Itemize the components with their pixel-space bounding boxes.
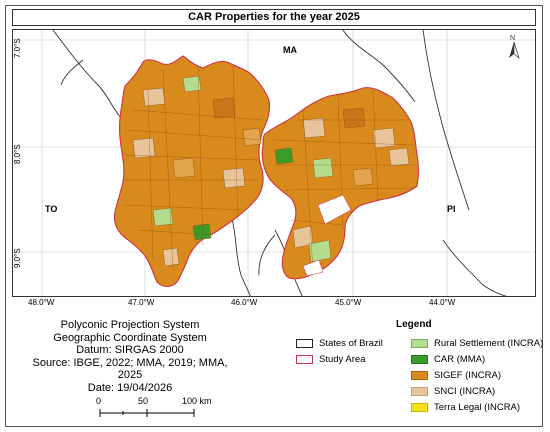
state-label-ma: MA <box>283 45 297 55</box>
legend-swatch-snci <box>411 387 428 396</box>
legend-label: Terra Legal (INCRA) <box>434 402 521 413</box>
state-label-pi: PI <box>447 204 456 214</box>
lat-label-7: 7.0°S <box>13 38 22 58</box>
legend-swatch-car <box>411 355 428 364</box>
state-label-to: TO <box>45 204 58 214</box>
legend-swatch-states <box>296 339 313 348</box>
north-arrow-icon <box>509 41 520 59</box>
lat-label-9: 9.0°S <box>13 248 22 268</box>
coordinate-system-text: Geographic Coordinate System <box>53 331 207 344</box>
study-area-east <box>261 87 420 280</box>
scale-label-50: 50 <box>138 396 149 406</box>
legend-label: SIGEF (INCRA) <box>434 370 502 381</box>
map-title: CAR Properties for the year 2025 <box>12 9 536 26</box>
figure-frame <box>5 5 543 427</box>
lon-label-46: 46.0°W <box>231 298 258 307</box>
scale-bar <box>99 409 195 417</box>
lon-label-45: 45.0°W <box>335 298 362 307</box>
north-arrow-letter: N <box>510 35 515 42</box>
legend-swatch-sigef <box>411 371 428 380</box>
map-canvas: N <box>13 30 535 296</box>
legend-label: Rural Settlement (INCRA) <box>434 338 544 349</box>
lon-label-44: 44.0°W <box>429 298 456 307</box>
lon-label-48: 48.0°W <box>28 298 55 307</box>
date-text: Date: 19/04/2026 <box>87 381 173 394</box>
legend-label: SNCI (INCRA) <box>434 386 496 397</box>
lon-label-47: 47.0°W <box>128 298 155 307</box>
map-info: Polyconic Projection System Geographic C… <box>30 319 230 394</box>
legend-swatch-terra-legal <box>411 403 428 412</box>
legend-title: Legend <box>396 319 432 330</box>
legend-label: Study Area <box>319 354 366 365</box>
legend-swatch-rural-settlement <box>411 339 428 348</box>
legend-label: States of Brazil <box>319 338 383 349</box>
parcel-lines <box>123 64 415 271</box>
legend-label: CAR (MMA) <box>434 354 486 365</box>
map-area[interactable]: N <box>12 29 536 297</box>
datum-text: Datum: SIRGAS 2000 <box>76 344 184 356</box>
legend-swatch-study-area <box>296 355 313 364</box>
scale-label-100: 100 km <box>182 396 212 406</box>
property-patches <box>132 75 410 267</box>
lat-label-8: 8.0°S <box>13 144 22 164</box>
projection-text: Polyconic Projection System <box>60 319 200 331</box>
source-text: Source: IBGE, 2022; MMA, 2019; MMA, 2025 <box>32 356 228 382</box>
scale-label-0: 0 <box>96 396 102 406</box>
